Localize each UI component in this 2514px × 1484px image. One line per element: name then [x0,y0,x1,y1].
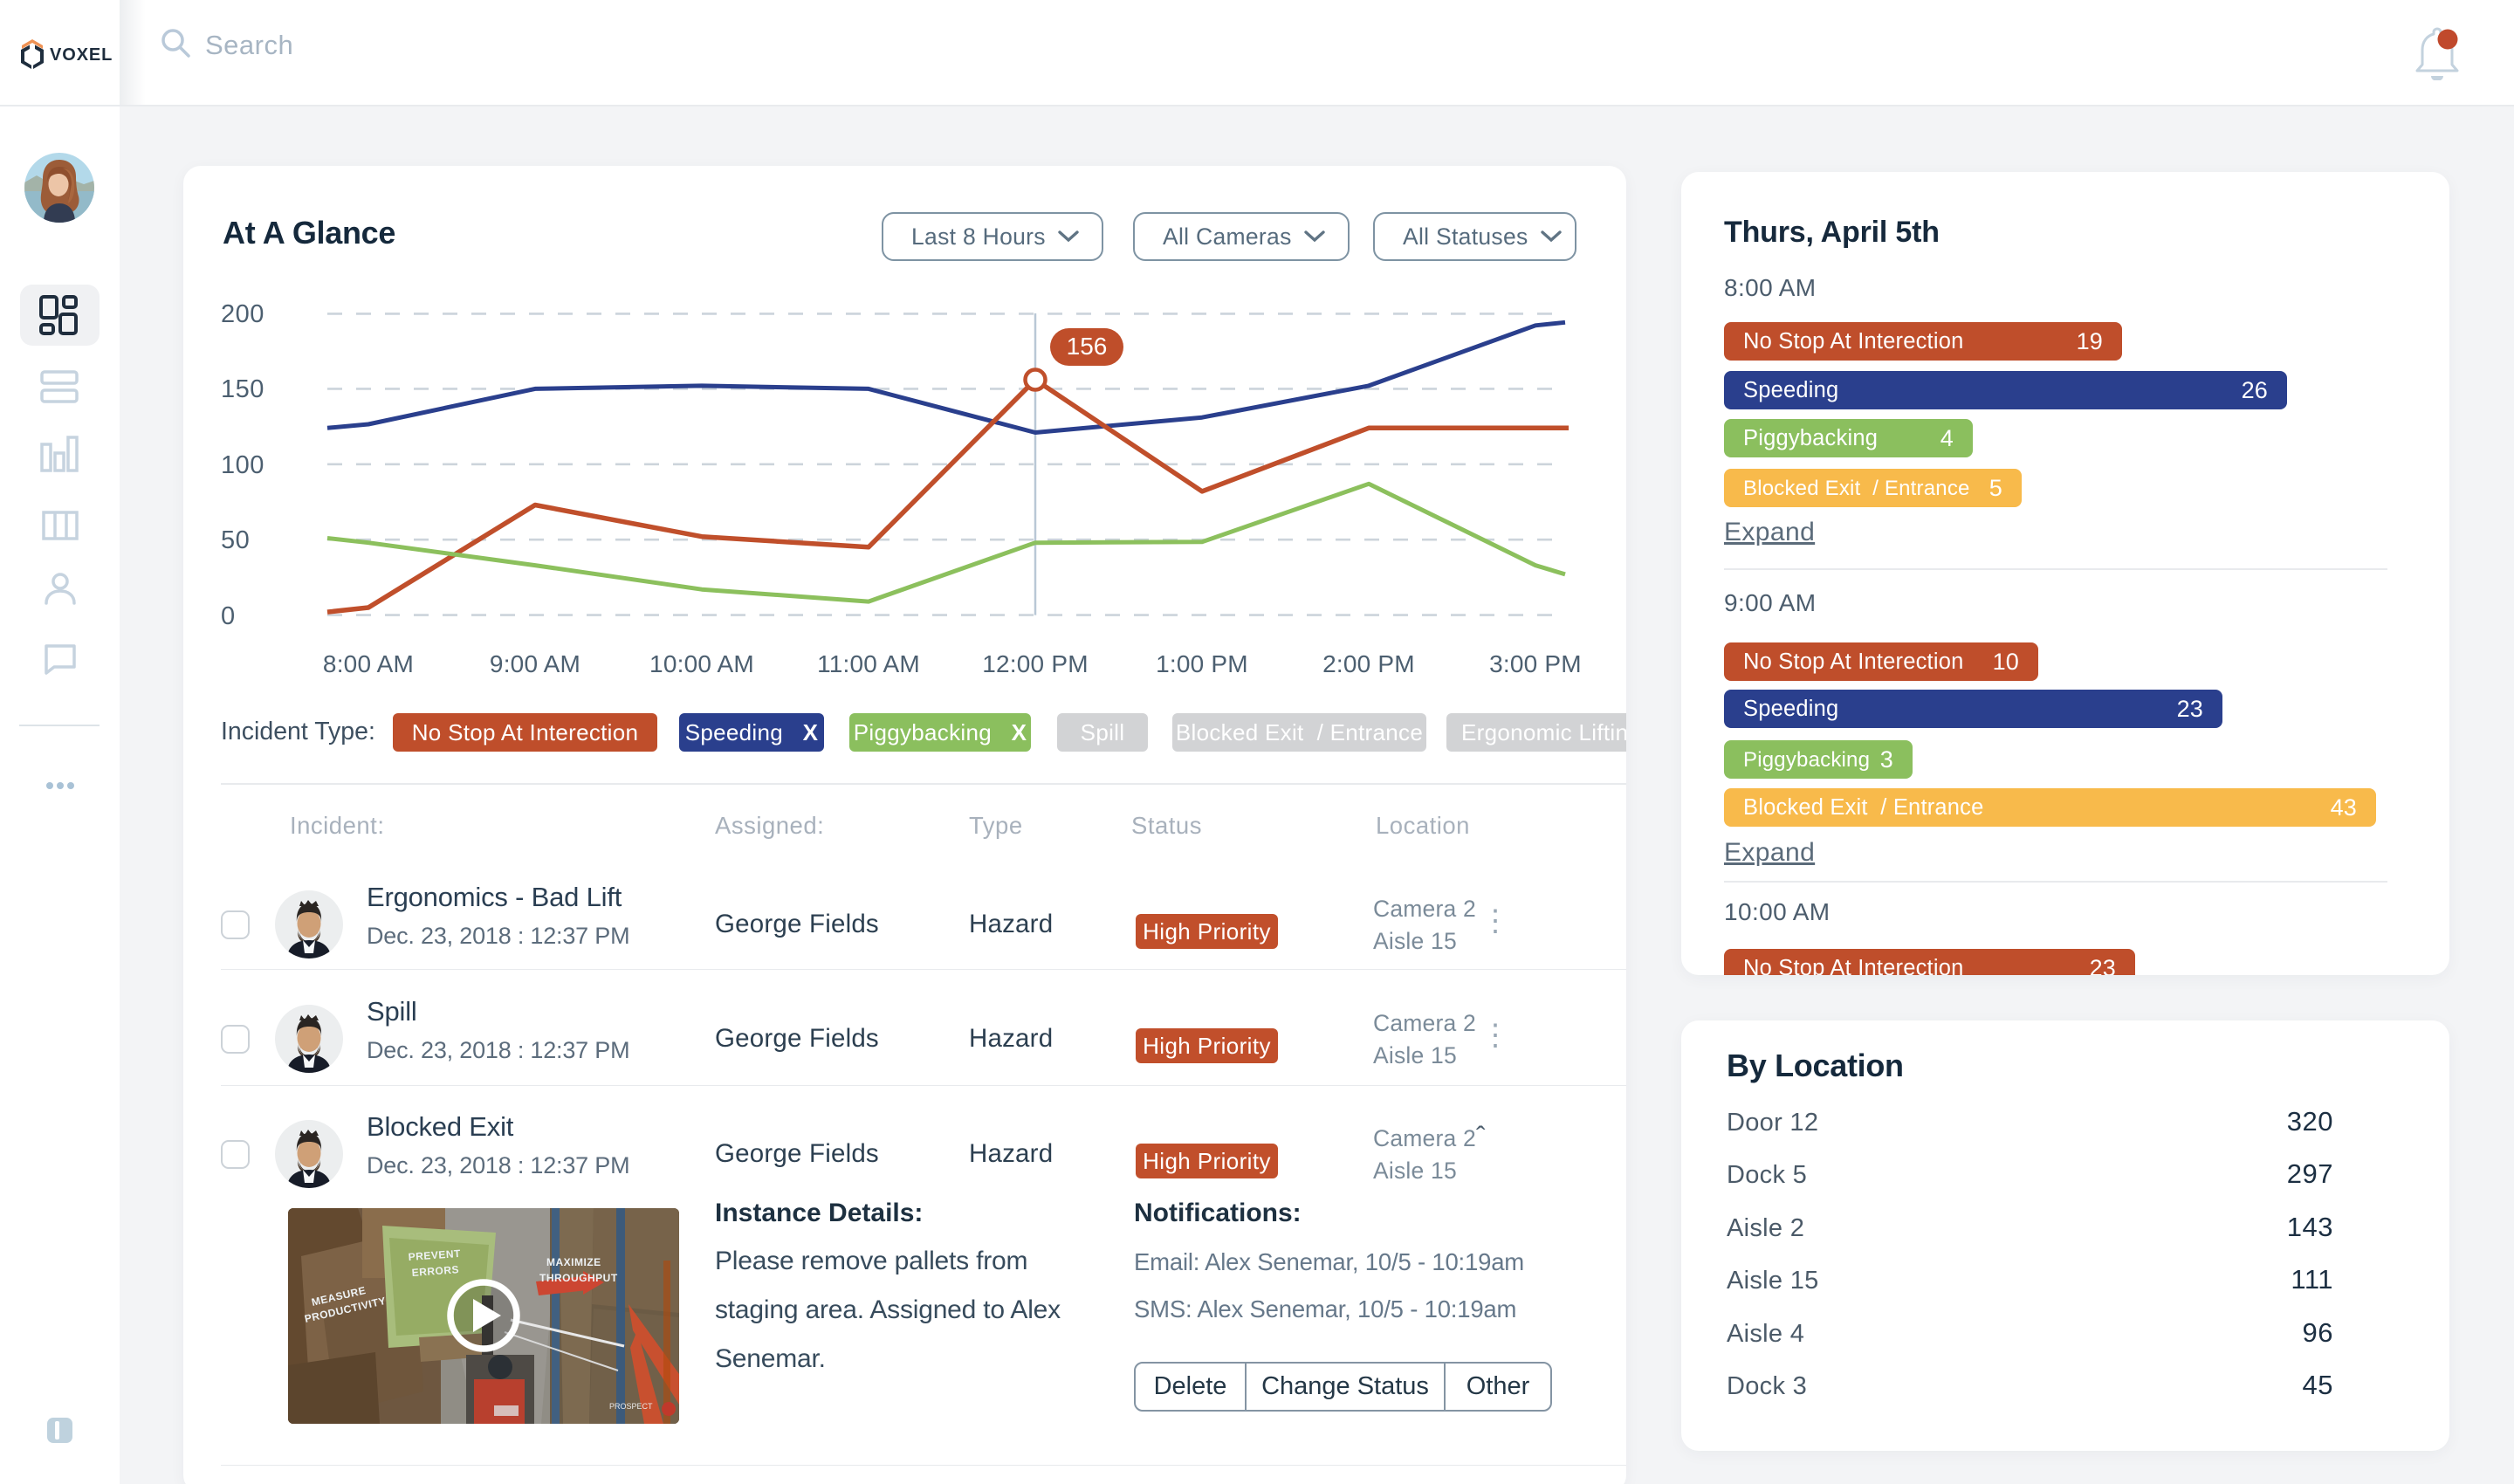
svg-text:10:00 AM: 10:00 AM [649,650,754,677]
svg-text:200: 200 [221,300,264,328]
svg-text:0: 0 [221,602,236,630]
svg-text:3:00 PM: 3:00 PM [1489,650,1582,677]
svg-text:11:00 AM: 11:00 AM [817,650,920,677]
svg-text:50: 50 [221,526,250,554]
svg-text:8:00 AM: 8:00 AM [323,650,414,677]
svg-text:1:00 PM: 1:00 PM [1156,650,1248,677]
svg-text:100: 100 [221,451,264,479]
svg-text:156: 156 [1067,333,1108,360]
svg-text:9:00 AM: 9:00 AM [490,650,580,677]
svg-text:12:00 PM: 12:00 PM [982,650,1088,677]
svg-text:2:00 PM: 2:00 PM [1322,650,1415,677]
svg-text:150: 150 [221,375,264,403]
